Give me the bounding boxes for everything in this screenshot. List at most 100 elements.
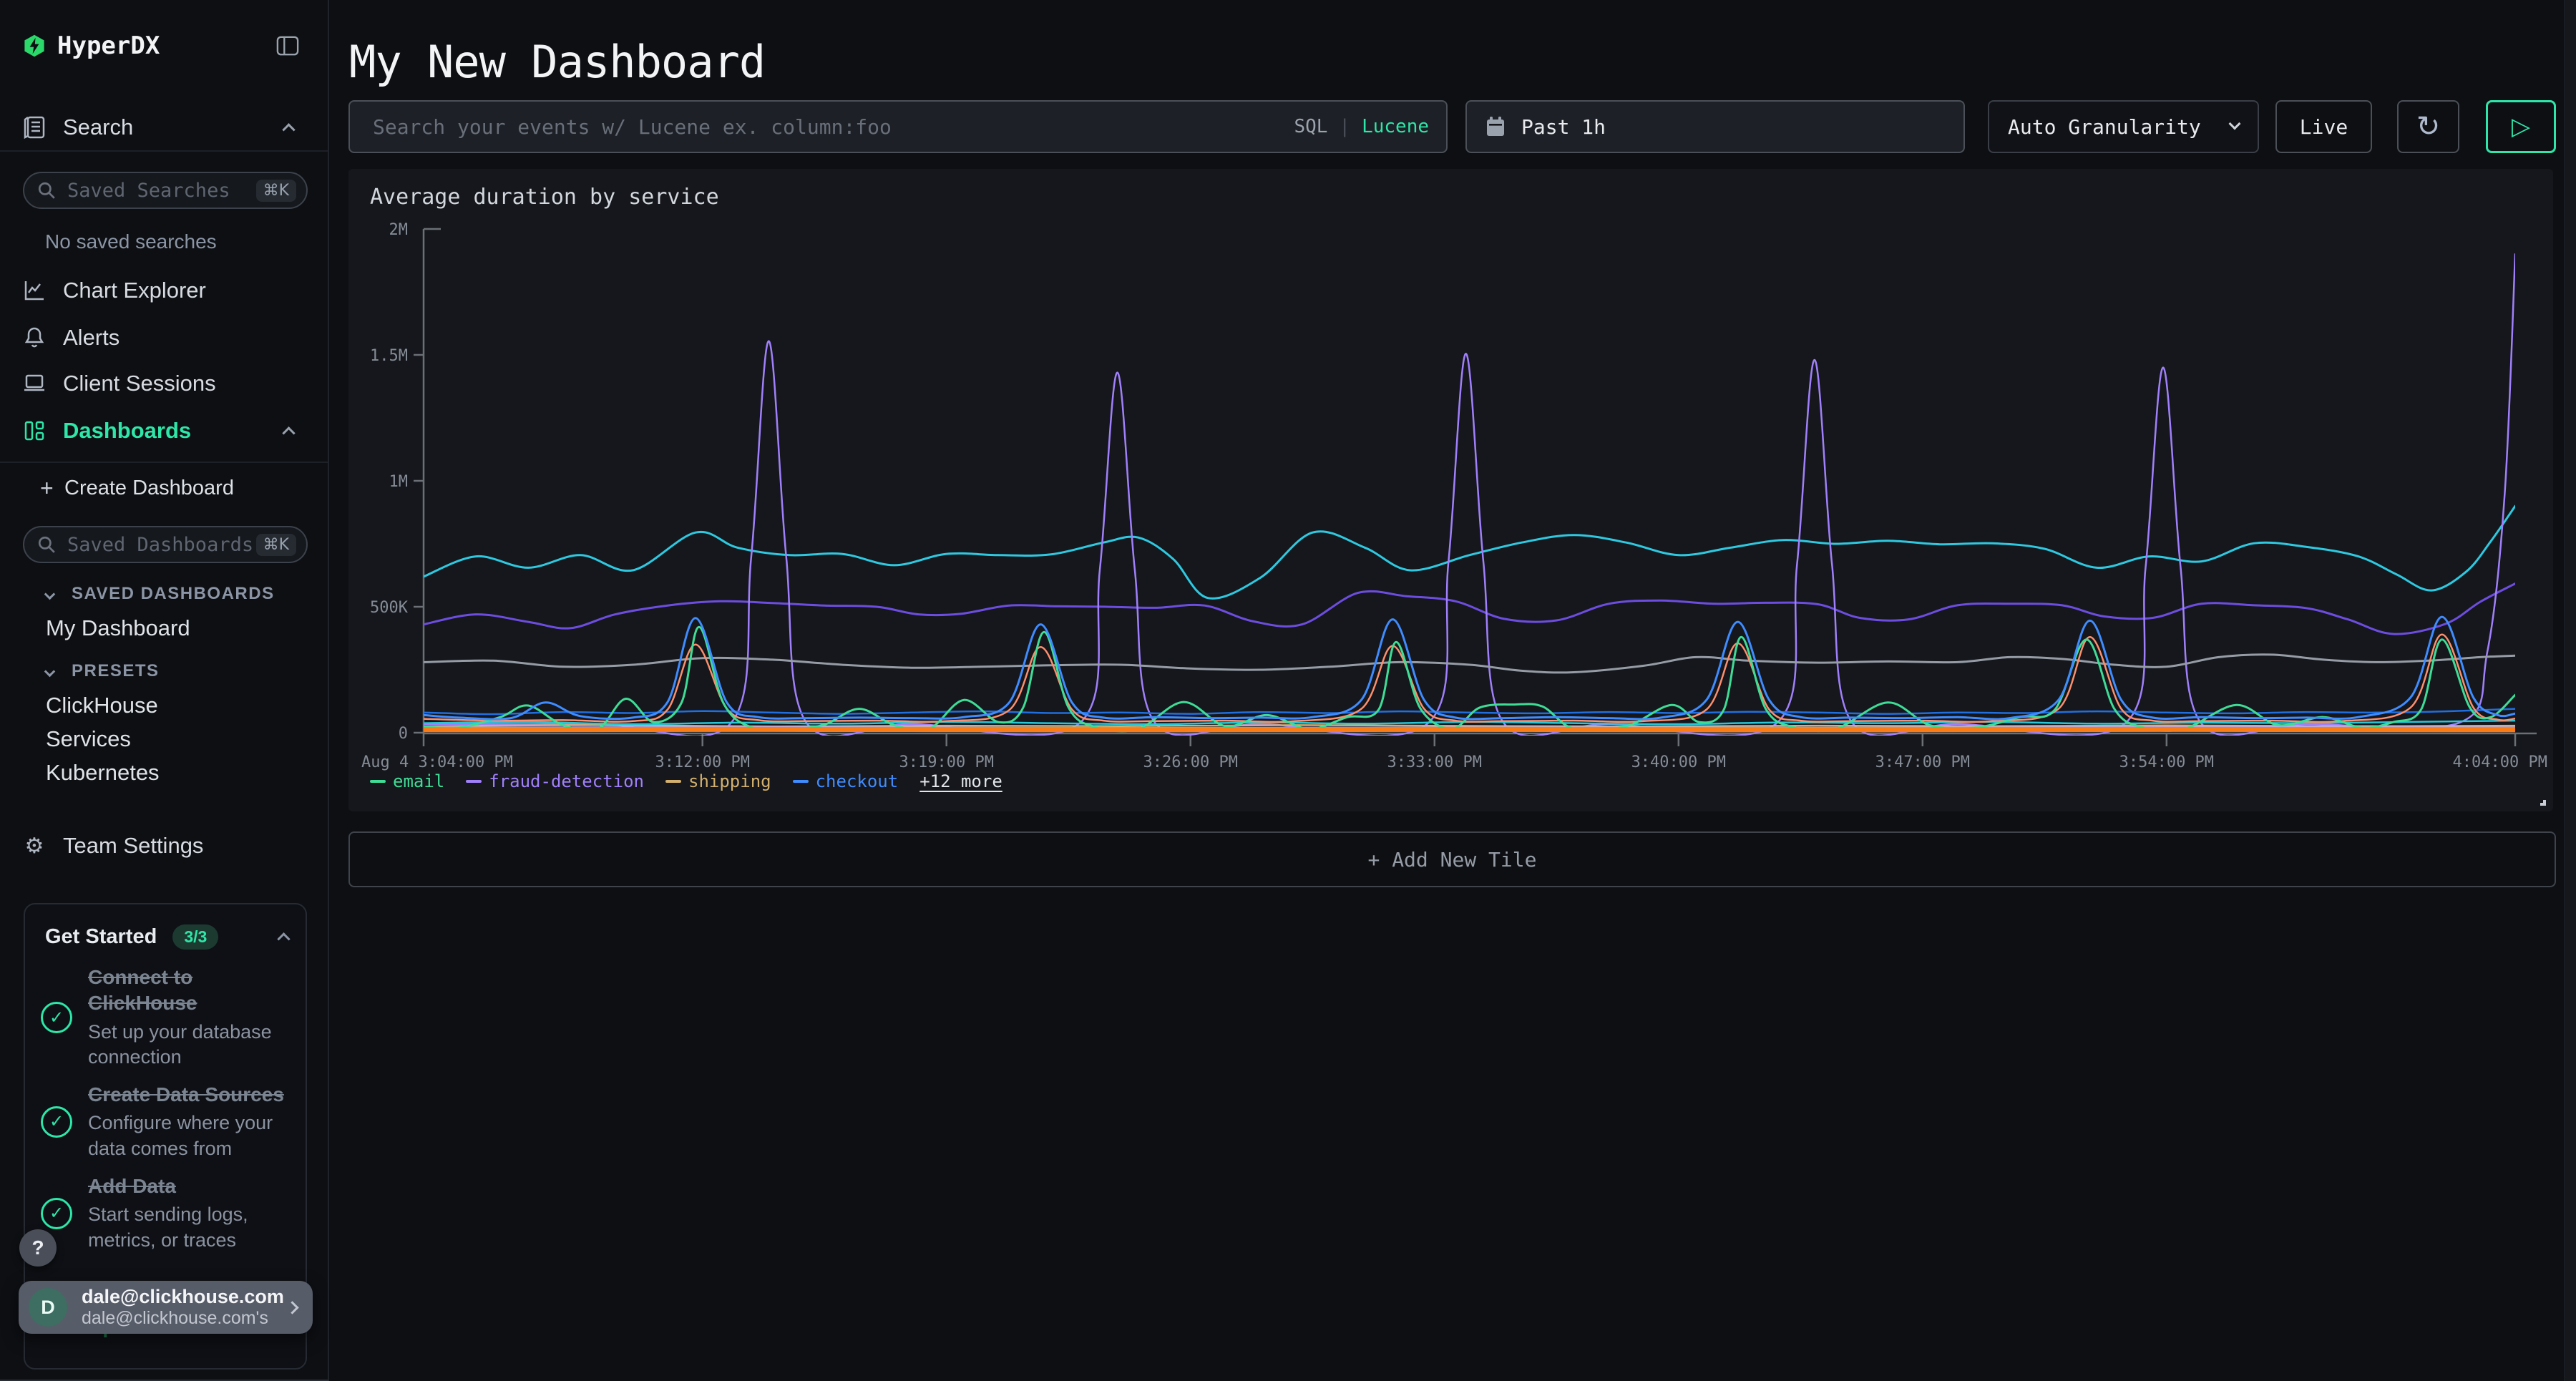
event-search-bar[interactable]: SQL | Lucene: [348, 100, 1448, 153]
sidebar-item-label: Client Sessions: [63, 371, 216, 396]
sidebar-item-my-dashboard[interactable]: My Dashboard: [0, 613, 329, 644]
series-email: [424, 625, 2515, 733]
checklist-title: Add Data: [88, 1175, 176, 1197]
preset-link-label: ClickHouse: [46, 693, 158, 718]
scrollbar[interactable]: [2564, 0, 2576, 1381]
sidebar-item-label: Dashboards: [63, 418, 192, 443]
check-circle-icon: ✓: [41, 1197, 72, 1229]
dashboard-tile[interactable]: Average duration by service 0 500K 1M 1.5M 2…: [348, 169, 2553, 811]
event-search-input[interactable]: [371, 114, 1294, 140]
chevron-down-icon: [2228, 117, 2241, 130]
granularity-value: Auto Granularity: [2008, 114, 2201, 139]
search-section-icon: [23, 116, 46, 139]
live-button[interactable]: Live: [2275, 100, 2372, 153]
svg-text:3:33:00 PM: 3:33:00 PM: [1387, 753, 1482, 771]
group-presets[interactable]: PRESETS: [0, 655, 329, 687]
sidebar-item-client-sessions[interactable]: Client Sessions: [0, 368, 329, 399]
tile-title: Average duration by service: [370, 185, 719, 210]
saved-searches-input[interactable]: [66, 178, 256, 202]
legend-swatch: [370, 780, 386, 783]
checklist-desc: Configure where your data comes from: [88, 1112, 273, 1160]
sidebar-item-label: Alerts: [63, 325, 120, 350]
chevron-down-icon: [44, 588, 56, 600]
page-title: My New Dashboard: [349, 36, 766, 88]
svg-text:3:26:00 PM: 3:26:00 PM: [1143, 753, 1238, 771]
chevron-up-icon: [282, 122, 296, 137]
series-checkout: [424, 615, 2515, 721]
tile-resize-handle[interactable]: [2536, 796, 2547, 807]
create-dashboard-button[interactable]: + Create Dashboard: [0, 472, 329, 504]
duration-chart[interactable]: 0 500K 1M 1.5M 2M Aug 4 3:04:00 PM 3:12:00 PM 3…: [348, 169, 2553, 811]
hyperdx-logo-icon: [23, 31, 46, 60]
legend-label: fraud-detection: [489, 771, 644, 791]
divider: [0, 462, 328, 463]
saved-dashboards-input[interactable]: [66, 532, 256, 557]
sidebar-item-clickhouse[interactable]: ClickHouse: [0, 690, 329, 721]
check-circle-icon: ✓: [41, 1106, 72, 1138]
user-subtitle: dale@clickhouse.com's: [82, 1308, 268, 1329]
mode-divider: |: [1339, 116, 1351, 137]
legend-item[interactable]: fraud-detection: [466, 771, 644, 791]
help-label: ?: [31, 1236, 44, 1259]
legend-item[interactable]: checkout: [792, 771, 899, 791]
saved-dashboards-search[interactable]: ⌘K: [23, 526, 308, 563]
preset-link-label: Kubernetes: [46, 760, 160, 785]
chevron-down-icon: [44, 665, 56, 677]
legend-more-link[interactable]: +12 more: [919, 771, 1002, 791]
calendar-icon: [1487, 117, 1504, 136]
dashboards-grid-icon: [23, 420, 46, 441]
sidebar-item-alerts[interactable]: Alerts: [0, 322, 329, 353]
sidebar-item-label: Search: [63, 114, 134, 140]
time-range-value: Past 1h: [1521, 114, 1606, 139]
play-icon: ▷: [2511, 112, 2531, 141]
sidebar-header: HyperDX: [0, 27, 329, 64]
saved-searches-search[interactable]: ⌘K: [23, 172, 308, 209]
chevron-right-icon: [286, 1300, 299, 1314]
svg-text:1M: 1M: [389, 473, 409, 491]
sidebar-collapse-icon[interactable]: [276, 35, 299, 57]
group-saved-dashboards[interactable]: SAVED DASHBOARDS: [0, 578, 329, 610]
sidebar-item-search[interactable]: Search: [0, 109, 329, 146]
legend-item[interactable]: email: [370, 771, 444, 791]
sql-mode-toggle[interactable]: SQL: [1294, 116, 1328, 137]
refresh-icon: ↻: [2416, 110, 2441, 143]
chevron-up-icon: [282, 426, 296, 440]
help-button[interactable]: ?: [19, 1229, 57, 1267]
svg-text:Aug 4 3:04:00 PM: Aug 4 3:04:00 PM: [361, 753, 513, 771]
legend-label: shipping: [688, 771, 771, 791]
sidebar-item-services[interactable]: Services: [0, 723, 329, 755]
svg-text:4:04:00 PM: 4:04:00 PM: [2453, 753, 2547, 771]
sidebar-item-dashboards[interactable]: Dashboards: [0, 415, 329, 446]
legend-label: checkout: [815, 771, 899, 791]
run-query-button[interactable]: ▷: [2486, 100, 2556, 153]
live-label: Live: [2299, 114, 2348, 139]
chevron-up-icon[interactable]: [277, 932, 291, 946]
sidebar-item-team-settings[interactable]: ⚙ Team Settings: [0, 830, 329, 862]
add-new-tile-button[interactable]: + Add New Tile: [348, 831, 2556, 887]
legend-label: email: [393, 771, 445, 791]
sidebar-item-chart-explorer[interactable]: Chart Explorer: [0, 275, 329, 306]
checklist-item[interactable]: ✓ Add Data Start sending logs, metrics, …: [41, 1173, 291, 1254]
time-range-picker[interactable]: Past 1h: [1465, 100, 1965, 153]
sidebar-item-kubernetes[interactable]: Kubernetes: [0, 757, 329, 789]
search-icon: [38, 536, 55, 553]
user-account-card[interactable]: D dale@clickhouse.com dale@clickhouse.co…: [19, 1281, 313, 1334]
svg-text:3:54:00 PM: 3:54:00 PM: [2119, 753, 2214, 771]
search-icon: [38, 182, 55, 199]
granularity-select[interactable]: Auto Granularity: [1988, 100, 2259, 153]
series-fraud-detection: [424, 253, 2515, 736]
shortcut-badge: ⌘K: [255, 533, 296, 556]
bell-icon: [23, 326, 46, 349]
svg-text:3:40:00 PM: 3:40:00 PM: [1631, 753, 1726, 771]
checklist-item[interactable]: ✓ Connect to ClickHouse Set up your data…: [41, 965, 291, 1070]
legend-item[interactable]: shipping: [665, 771, 771, 791]
laptop-icon: [23, 374, 46, 394]
series-unlabeled-tan: [424, 724, 2515, 728]
refresh-button[interactable]: ↻: [2397, 100, 2459, 153]
svg-text:500K: 500K: [370, 599, 409, 617]
shortcut-badge: ⌘K: [255, 179, 296, 202]
get-started-title: Get Started: [45, 925, 157, 948]
lucene-mode-toggle[interactable]: Lucene: [1362, 116, 1429, 137]
checklist-item[interactable]: ✓ Create Data Sources Configure where yo…: [41, 1082, 291, 1162]
